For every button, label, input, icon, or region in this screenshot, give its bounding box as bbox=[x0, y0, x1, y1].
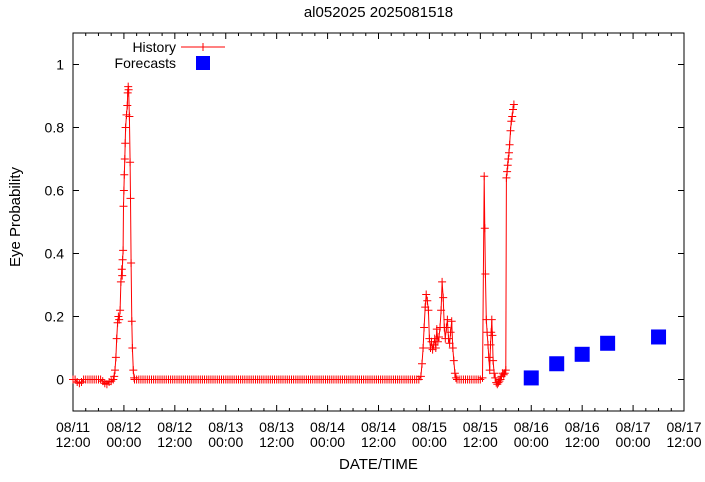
forecast-point bbox=[574, 346, 590, 362]
legend: History Forecasts bbox=[98, 39, 227, 71]
x-tick-label-date: 08/13 bbox=[208, 419, 243, 435]
x-axis-title: DATE/TIME bbox=[339, 456, 418, 473]
y-tick-label: 0.6 bbox=[45, 183, 65, 199]
history-line-sample bbox=[179, 39, 227, 55]
forecast-point bbox=[600, 335, 616, 351]
history-plus-markers bbox=[69, 82, 518, 389]
y-tick-label: 0.4 bbox=[45, 246, 65, 262]
x-tick-label-date: 08/16 bbox=[514, 419, 549, 435]
x-tick-label-date: 08/12 bbox=[157, 419, 192, 435]
legend-entry-forecasts: Forecasts bbox=[98, 55, 227, 71]
x-tick-label-date: 08/13 bbox=[259, 419, 294, 435]
legend-label-history: History bbox=[132, 39, 176, 55]
x-tick-label-time: 00:00 bbox=[412, 434, 447, 450]
x-tick-label-date: 08/12 bbox=[106, 419, 141, 435]
y-tick-label: 0.2 bbox=[45, 309, 65, 325]
forecast-square-sample bbox=[179, 55, 227, 71]
x-tick-label-time: 00:00 bbox=[310, 434, 345, 450]
forecast-point bbox=[549, 356, 565, 372]
history-line bbox=[73, 86, 515, 386]
x-tick-label-time: 12:00 bbox=[259, 434, 294, 450]
x-tick-label-time: 00:00 bbox=[616, 434, 651, 450]
legend-entry-history: History bbox=[98, 39, 227, 55]
y-tick-label: 0 bbox=[56, 372, 64, 388]
x-tick-label-time: 12:00 bbox=[666, 434, 701, 450]
x-tick-label-date: 08/17 bbox=[666, 419, 701, 435]
x-tick-label-time: 00:00 bbox=[514, 434, 549, 450]
x-tick-label-date: 08/14 bbox=[310, 419, 345, 435]
plot-border bbox=[72, 32, 685, 412]
x-tick-label-date: 08/14 bbox=[361, 419, 396, 435]
x-tick-label-time: 12:00 bbox=[463, 434, 498, 450]
forecast-point bbox=[651, 329, 667, 345]
x-tick-label-date: 08/16 bbox=[565, 419, 600, 435]
x-tick-label-date: 08/17 bbox=[616, 419, 651, 435]
x-tick-label-time: 00:00 bbox=[106, 434, 141, 450]
legend-label-forecasts: Forecasts bbox=[114, 55, 176, 71]
x-tick-label-date: 08/15 bbox=[412, 419, 447, 435]
x-tick-label-time: 12:00 bbox=[565, 434, 600, 450]
x-tick-label-date: 08/15 bbox=[463, 419, 498, 435]
y-tick-label: 1 bbox=[56, 57, 64, 73]
x-tick-label-time: 00:00 bbox=[208, 434, 243, 450]
x-tick-label-time: 12:00 bbox=[361, 434, 396, 450]
y-tick-label: 0.8 bbox=[45, 120, 65, 136]
forecast-point bbox=[523, 370, 539, 386]
chart-title: al052025 2025081518 bbox=[303, 4, 454, 21]
x-tick-label-time: 12:00 bbox=[55, 434, 90, 450]
x-tick-label-date: 08/11 bbox=[56, 419, 90, 435]
x-tick-label-time: 12:00 bbox=[157, 434, 192, 450]
